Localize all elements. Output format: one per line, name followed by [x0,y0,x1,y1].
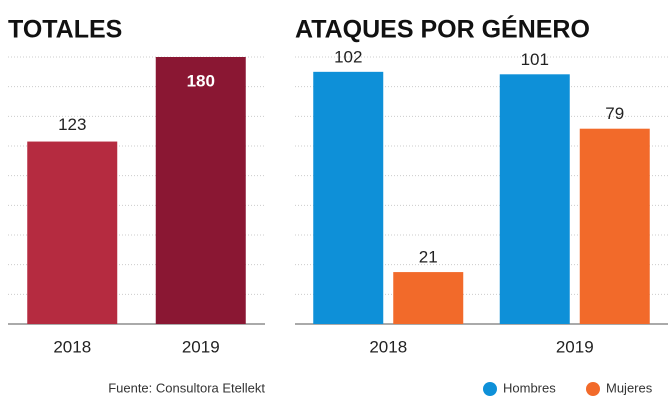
x-tick-label: 2018 [369,337,407,356]
bar [393,272,464,324]
value-label: 21 [419,248,438,267]
legend-swatch [586,382,600,396]
value-label: 79 [605,104,624,123]
bar [155,57,246,324]
chart-title: TOTALES [8,16,122,44]
x-tick-label: 2018 [53,337,91,356]
bar [313,71,384,324]
value-label: 102 [334,47,362,66]
value-label: 180 [187,71,215,90]
value-label: 123 [58,115,86,134]
x-tick-label: 2019 [182,337,220,356]
x-tick-label: 2019 [556,337,594,356]
chart-title: ATAQUES POR GÉNERO [295,15,590,44]
legend-label: Hombres [503,380,556,395]
source-note: Fuente: Consultora Etellekt [108,380,265,395]
bar [27,141,118,324]
bar [499,74,570,324]
bar [579,128,650,324]
legend-label: Mujeres [606,380,653,395]
value-label: 101 [521,50,549,69]
legend-swatch [483,382,497,396]
